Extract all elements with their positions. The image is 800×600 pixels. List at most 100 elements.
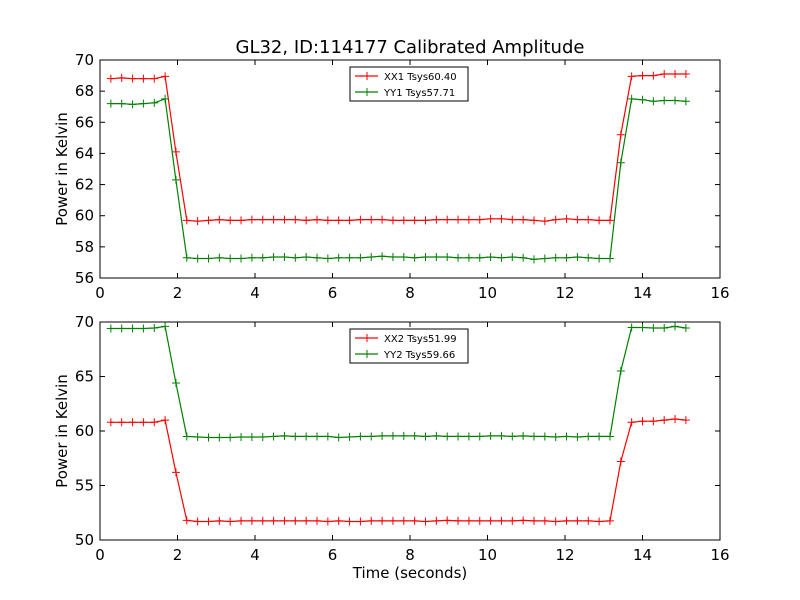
data-point-marker <box>486 431 495 440</box>
data-point-marker <box>454 516 463 525</box>
data-point-marker <box>508 215 517 224</box>
data-point-marker <box>182 432 191 441</box>
data-point-marker <box>464 516 473 525</box>
data-point-marker <box>627 94 636 103</box>
data-point-marker <box>508 432 517 441</box>
y-axis-label: Power in Kelvin <box>53 374 71 488</box>
data-point-marker <box>530 516 538 525</box>
data-point-marker <box>497 214 506 223</box>
data-point-marker <box>139 418 148 427</box>
series-xx1 <box>106 70 690 226</box>
y-tick-label: 68 <box>75 82 94 100</box>
data-point-marker <box>486 252 495 261</box>
data-point-marker <box>454 432 463 441</box>
data-point-marker <box>681 70 690 79</box>
data-point-marker <box>323 517 332 526</box>
data-point-marker <box>106 74 115 83</box>
data-point-marker <box>171 379 180 388</box>
data-point-marker <box>497 516 506 525</box>
data-point-marker <box>443 516 452 525</box>
y-tick-label: 50 <box>75 531 94 549</box>
data-point-marker <box>530 432 538 441</box>
data-point-marker <box>280 252 289 261</box>
data-point-marker <box>345 517 354 526</box>
legend-label: YY2 Tsys59.66 <box>383 350 455 361</box>
data-point-marker <box>237 254 246 263</box>
data-point-marker <box>562 253 571 262</box>
data-point-marker <box>486 516 495 525</box>
data-point-marker <box>497 431 506 440</box>
data-point-marker <box>182 516 191 525</box>
data-point-marker <box>638 417 647 426</box>
data-point-marker <box>182 216 191 225</box>
data-point-marker <box>660 416 669 425</box>
data-point-marker <box>345 432 354 441</box>
data-point-marker <box>595 432 604 441</box>
data-point-marker <box>638 95 647 104</box>
data-point-marker <box>573 215 582 224</box>
data-point-marker <box>627 72 636 81</box>
data-point-marker <box>388 252 397 261</box>
data-point-marker <box>540 217 549 226</box>
data-point-marker <box>161 94 170 103</box>
y-tick-label: 70 <box>75 313 94 331</box>
legend-label: XX2 Tsys51.99 <box>384 334 457 345</box>
x-tick-label: 2 <box>173 284 183 302</box>
x-tick-label: 16 <box>710 284 729 302</box>
data-point-marker <box>378 252 387 261</box>
data-point-marker <box>280 215 289 224</box>
data-point-marker <box>378 516 387 525</box>
data-point-marker <box>519 431 528 440</box>
data-point-marker <box>671 415 680 424</box>
data-point-marker <box>475 432 484 441</box>
data-point-marker <box>421 252 430 261</box>
data-point-marker <box>302 252 311 261</box>
data-point-marker <box>432 431 441 440</box>
data-point-marker <box>605 432 614 441</box>
data-point-marker <box>161 322 170 331</box>
x-tick-label: 8 <box>405 284 415 302</box>
data-point-marker <box>247 516 256 525</box>
data-point-marker <box>150 74 159 83</box>
data-point-marker <box>150 418 159 427</box>
data-point-marker <box>313 516 321 525</box>
data-point-marker <box>204 254 213 263</box>
data-point-marker <box>562 432 571 441</box>
data-point-marker <box>269 215 278 224</box>
data-point-marker <box>530 216 538 225</box>
data-point-marker <box>573 516 582 525</box>
data-point-marker <box>150 98 159 107</box>
data-point-marker <box>627 323 636 332</box>
data-point-marker <box>313 253 321 262</box>
data-point-marker <box>334 253 343 262</box>
data-point-marker <box>215 516 224 525</box>
data-point-marker <box>432 252 441 261</box>
data-point-marker <box>117 73 126 82</box>
data-point-marker <box>258 215 267 224</box>
data-point-marker <box>345 216 354 225</box>
data-point-marker <box>388 516 397 525</box>
data-point-marker <box>551 253 560 262</box>
data-point-marker <box>367 215 376 224</box>
data-point-marker <box>432 516 441 525</box>
data-point-marker <box>106 324 115 333</box>
data-point-marker <box>595 216 604 225</box>
data-point-marker <box>649 417 658 426</box>
data-point-marker <box>584 215 593 224</box>
data-point-marker <box>584 516 593 525</box>
data-point-marker <box>269 252 278 261</box>
data-point-marker <box>323 254 332 263</box>
x-tick-label: 16 <box>710 546 729 564</box>
x-tick-label: 4 <box>250 546 260 564</box>
legend-box <box>349 328 469 364</box>
data-point-marker <box>171 147 180 156</box>
data-point-marker <box>464 432 473 441</box>
data-point-marker <box>204 433 213 442</box>
data-point-marker <box>117 99 126 108</box>
data-point-marker <box>204 517 213 526</box>
data-point-marker <box>649 323 658 332</box>
data-point-marker <box>150 323 159 332</box>
data-point-marker <box>551 432 560 441</box>
data-point-marker <box>139 99 148 108</box>
